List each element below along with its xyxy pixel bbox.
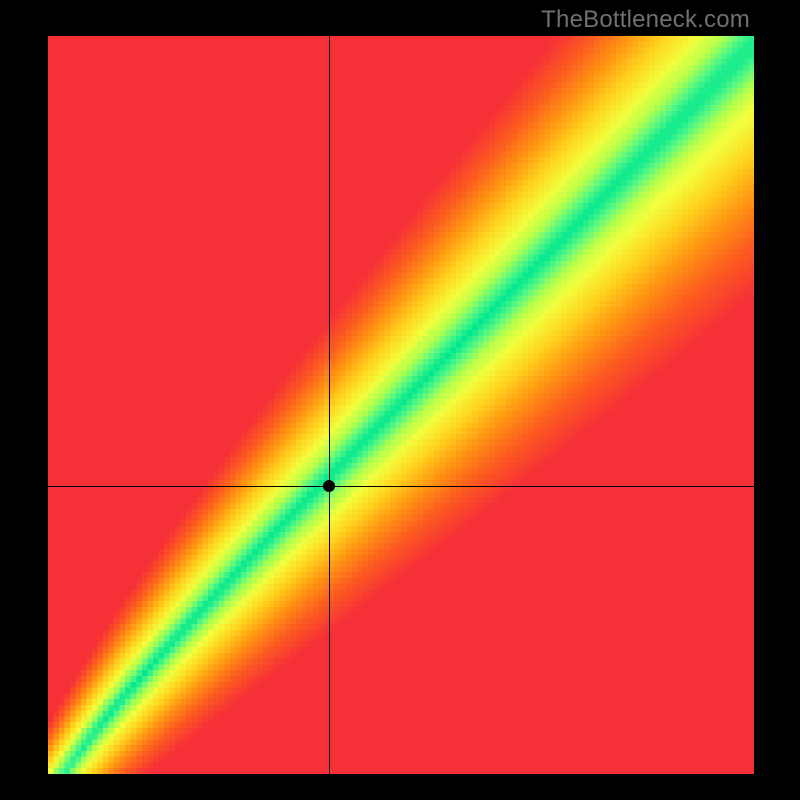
bottleneck-heatmap [48, 36, 754, 774]
watermark-text: TheBottleneck.com [541, 6, 750, 34]
crosshair-horizontal [48, 486, 754, 487]
chart-container: { "watermark": { "text": "TheBottleneck.… [0, 0, 800, 800]
crosshair-vertical [329, 36, 330, 774]
selection-marker [323, 480, 335, 492]
